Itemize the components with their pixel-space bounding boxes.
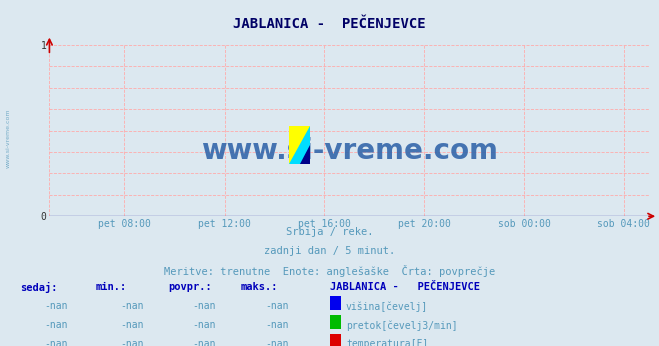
Text: maks.:: maks.:: [241, 282, 278, 292]
Text: Srbija / reke.: Srbija / reke.: [286, 227, 373, 237]
Text: pretok[čevelj3/min]: pretok[čevelj3/min]: [346, 320, 457, 330]
Text: min.:: min.:: [96, 282, 127, 292]
Text: www.si-vreme.com: www.si-vreme.com: [5, 109, 11, 168]
Text: -nan: -nan: [44, 339, 68, 346]
Polygon shape: [300, 145, 310, 164]
Polygon shape: [289, 126, 310, 164]
Text: temperatura[F]: temperatura[F]: [346, 339, 428, 346]
Text: sedaj:: sedaj:: [20, 282, 57, 293]
Text: -nan: -nan: [265, 339, 289, 346]
Text: -nan: -nan: [44, 320, 68, 330]
Text: www.si-vreme.com: www.si-vreme.com: [201, 137, 498, 165]
Text: -nan: -nan: [265, 301, 289, 311]
Text: Meritve: trenutne  Enote: anglešaške  Črta: povprečje: Meritve: trenutne Enote: anglešaške Črta…: [164, 265, 495, 277]
Text: -nan: -nan: [120, 320, 144, 330]
Text: višina[čevelj]: višina[čevelj]: [346, 301, 428, 311]
Text: -nan: -nan: [192, 339, 216, 346]
Text: JABLANICA -  PEČENJEVCE: JABLANICA - PEČENJEVCE: [233, 17, 426, 31]
Text: -nan: -nan: [265, 320, 289, 330]
Polygon shape: [289, 126, 310, 164]
Text: povpr.:: povpr.:: [168, 282, 212, 292]
Text: -nan: -nan: [120, 339, 144, 346]
Text: -nan: -nan: [192, 320, 216, 330]
Text: zadnji dan / 5 minut.: zadnji dan / 5 minut.: [264, 246, 395, 256]
Text: JABLANICA -   PEČENJEVCE: JABLANICA - PEČENJEVCE: [330, 282, 480, 292]
Text: -nan: -nan: [44, 301, 68, 311]
Text: -nan: -nan: [120, 301, 144, 311]
Text: -nan: -nan: [192, 301, 216, 311]
